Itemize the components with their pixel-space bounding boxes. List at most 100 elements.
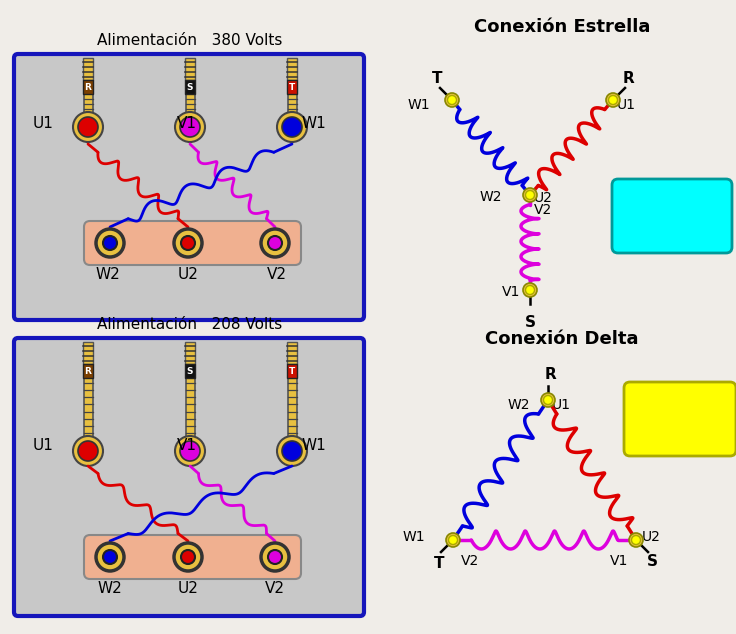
Circle shape [180, 117, 200, 137]
Text: Conexión Estrella: Conexión Estrella [474, 18, 650, 36]
Circle shape [523, 283, 537, 297]
Text: U2: U2 [177, 581, 199, 596]
Text: W1: W1 [403, 530, 425, 544]
Bar [287, 58, 297, 80]
Text: U1: U1 [33, 439, 54, 453]
Text: S: S [187, 366, 194, 375]
Circle shape [73, 112, 103, 142]
Circle shape [268, 550, 282, 564]
Text: W2: W2 [479, 190, 502, 204]
Circle shape [447, 96, 456, 105]
Text: S: S [646, 554, 657, 569]
Circle shape [78, 441, 98, 461]
Text: W1: W1 [302, 439, 326, 453]
Circle shape [103, 550, 117, 564]
Circle shape [181, 236, 195, 250]
Bar [185, 80, 195, 94]
Circle shape [445, 93, 459, 107]
FancyBboxPatch shape [14, 338, 364, 616]
Circle shape [277, 112, 307, 142]
Text: V2: V2 [267, 267, 287, 282]
Text: S: S [187, 82, 194, 91]
Text: W2: W2 [96, 267, 121, 282]
Text: W2: W2 [98, 581, 122, 596]
Circle shape [261, 543, 289, 571]
Bar [185, 364, 195, 378]
Text: U1: U1 [33, 117, 54, 131]
Circle shape [523, 188, 537, 202]
Bar [185, 342, 195, 364]
Circle shape [541, 393, 555, 407]
Text: V2: V2 [461, 554, 479, 568]
Circle shape [175, 112, 205, 142]
Circle shape [103, 236, 117, 250]
Bar [185, 94, 194, 114]
Text: V1: V1 [609, 554, 628, 568]
Text: T: T [289, 82, 295, 91]
Bar [185, 58, 195, 80]
Bar [83, 80, 93, 94]
Circle shape [96, 229, 124, 257]
FancyBboxPatch shape [612, 179, 732, 253]
Circle shape [261, 229, 289, 257]
Circle shape [277, 436, 307, 466]
Text: U1: U1 [552, 398, 571, 412]
Circle shape [96, 543, 124, 571]
Text: V1: V1 [502, 285, 520, 299]
Text: V1: V1 [177, 117, 197, 131]
Bar [287, 342, 297, 364]
Text: S: S [525, 315, 536, 330]
Text: Alto
Voltaje: Alto Voltaje [640, 197, 704, 235]
Circle shape [606, 93, 620, 107]
Circle shape [78, 117, 98, 137]
Bar [287, 364, 297, 378]
Circle shape [446, 533, 460, 547]
Text: Bajo
Voltaje: Bajo Voltaje [648, 399, 712, 438]
Circle shape [629, 533, 643, 547]
Text: W2: W2 [508, 398, 530, 412]
Circle shape [174, 229, 202, 257]
Text: R: R [85, 366, 91, 375]
Text: W1: W1 [407, 98, 430, 112]
Circle shape [609, 96, 618, 105]
Text: Conexión Delta: Conexión Delta [485, 330, 639, 348]
Text: Alimentación   380 Volts: Alimentación 380 Volts [97, 33, 283, 48]
Text: R: R [622, 71, 634, 86]
Circle shape [268, 236, 282, 250]
Bar [83, 378, 93, 438]
Bar [83, 342, 93, 364]
Bar [287, 80, 297, 94]
Text: V2: V2 [265, 581, 285, 596]
Text: T: T [289, 366, 295, 375]
Text: U2: U2 [177, 267, 199, 282]
Text: U2: U2 [534, 191, 553, 205]
Circle shape [543, 396, 553, 404]
FancyBboxPatch shape [84, 535, 301, 579]
Text: V2: V2 [534, 203, 552, 217]
Bar [83, 58, 93, 80]
Text: R: R [85, 82, 91, 91]
Bar [288, 378, 297, 438]
Bar [185, 378, 194, 438]
Circle shape [526, 285, 534, 295]
FancyBboxPatch shape [624, 382, 736, 456]
Circle shape [174, 543, 202, 571]
Circle shape [631, 536, 640, 545]
Bar [288, 94, 297, 114]
Bar [83, 94, 93, 114]
Circle shape [73, 436, 103, 466]
Circle shape [282, 117, 302, 137]
FancyBboxPatch shape [14, 54, 364, 320]
Circle shape [526, 190, 534, 200]
Text: V1: V1 [177, 439, 197, 453]
Circle shape [181, 550, 195, 564]
Text: R: R [544, 367, 556, 382]
Circle shape [282, 441, 302, 461]
Circle shape [175, 436, 205, 466]
Text: W1: W1 [302, 117, 326, 131]
Text: T: T [432, 71, 442, 86]
FancyBboxPatch shape [84, 221, 301, 265]
Circle shape [448, 536, 458, 545]
Text: U2: U2 [642, 530, 661, 544]
Text: Alimentación   208 Volts: Alimentación 208 Volts [97, 317, 283, 332]
